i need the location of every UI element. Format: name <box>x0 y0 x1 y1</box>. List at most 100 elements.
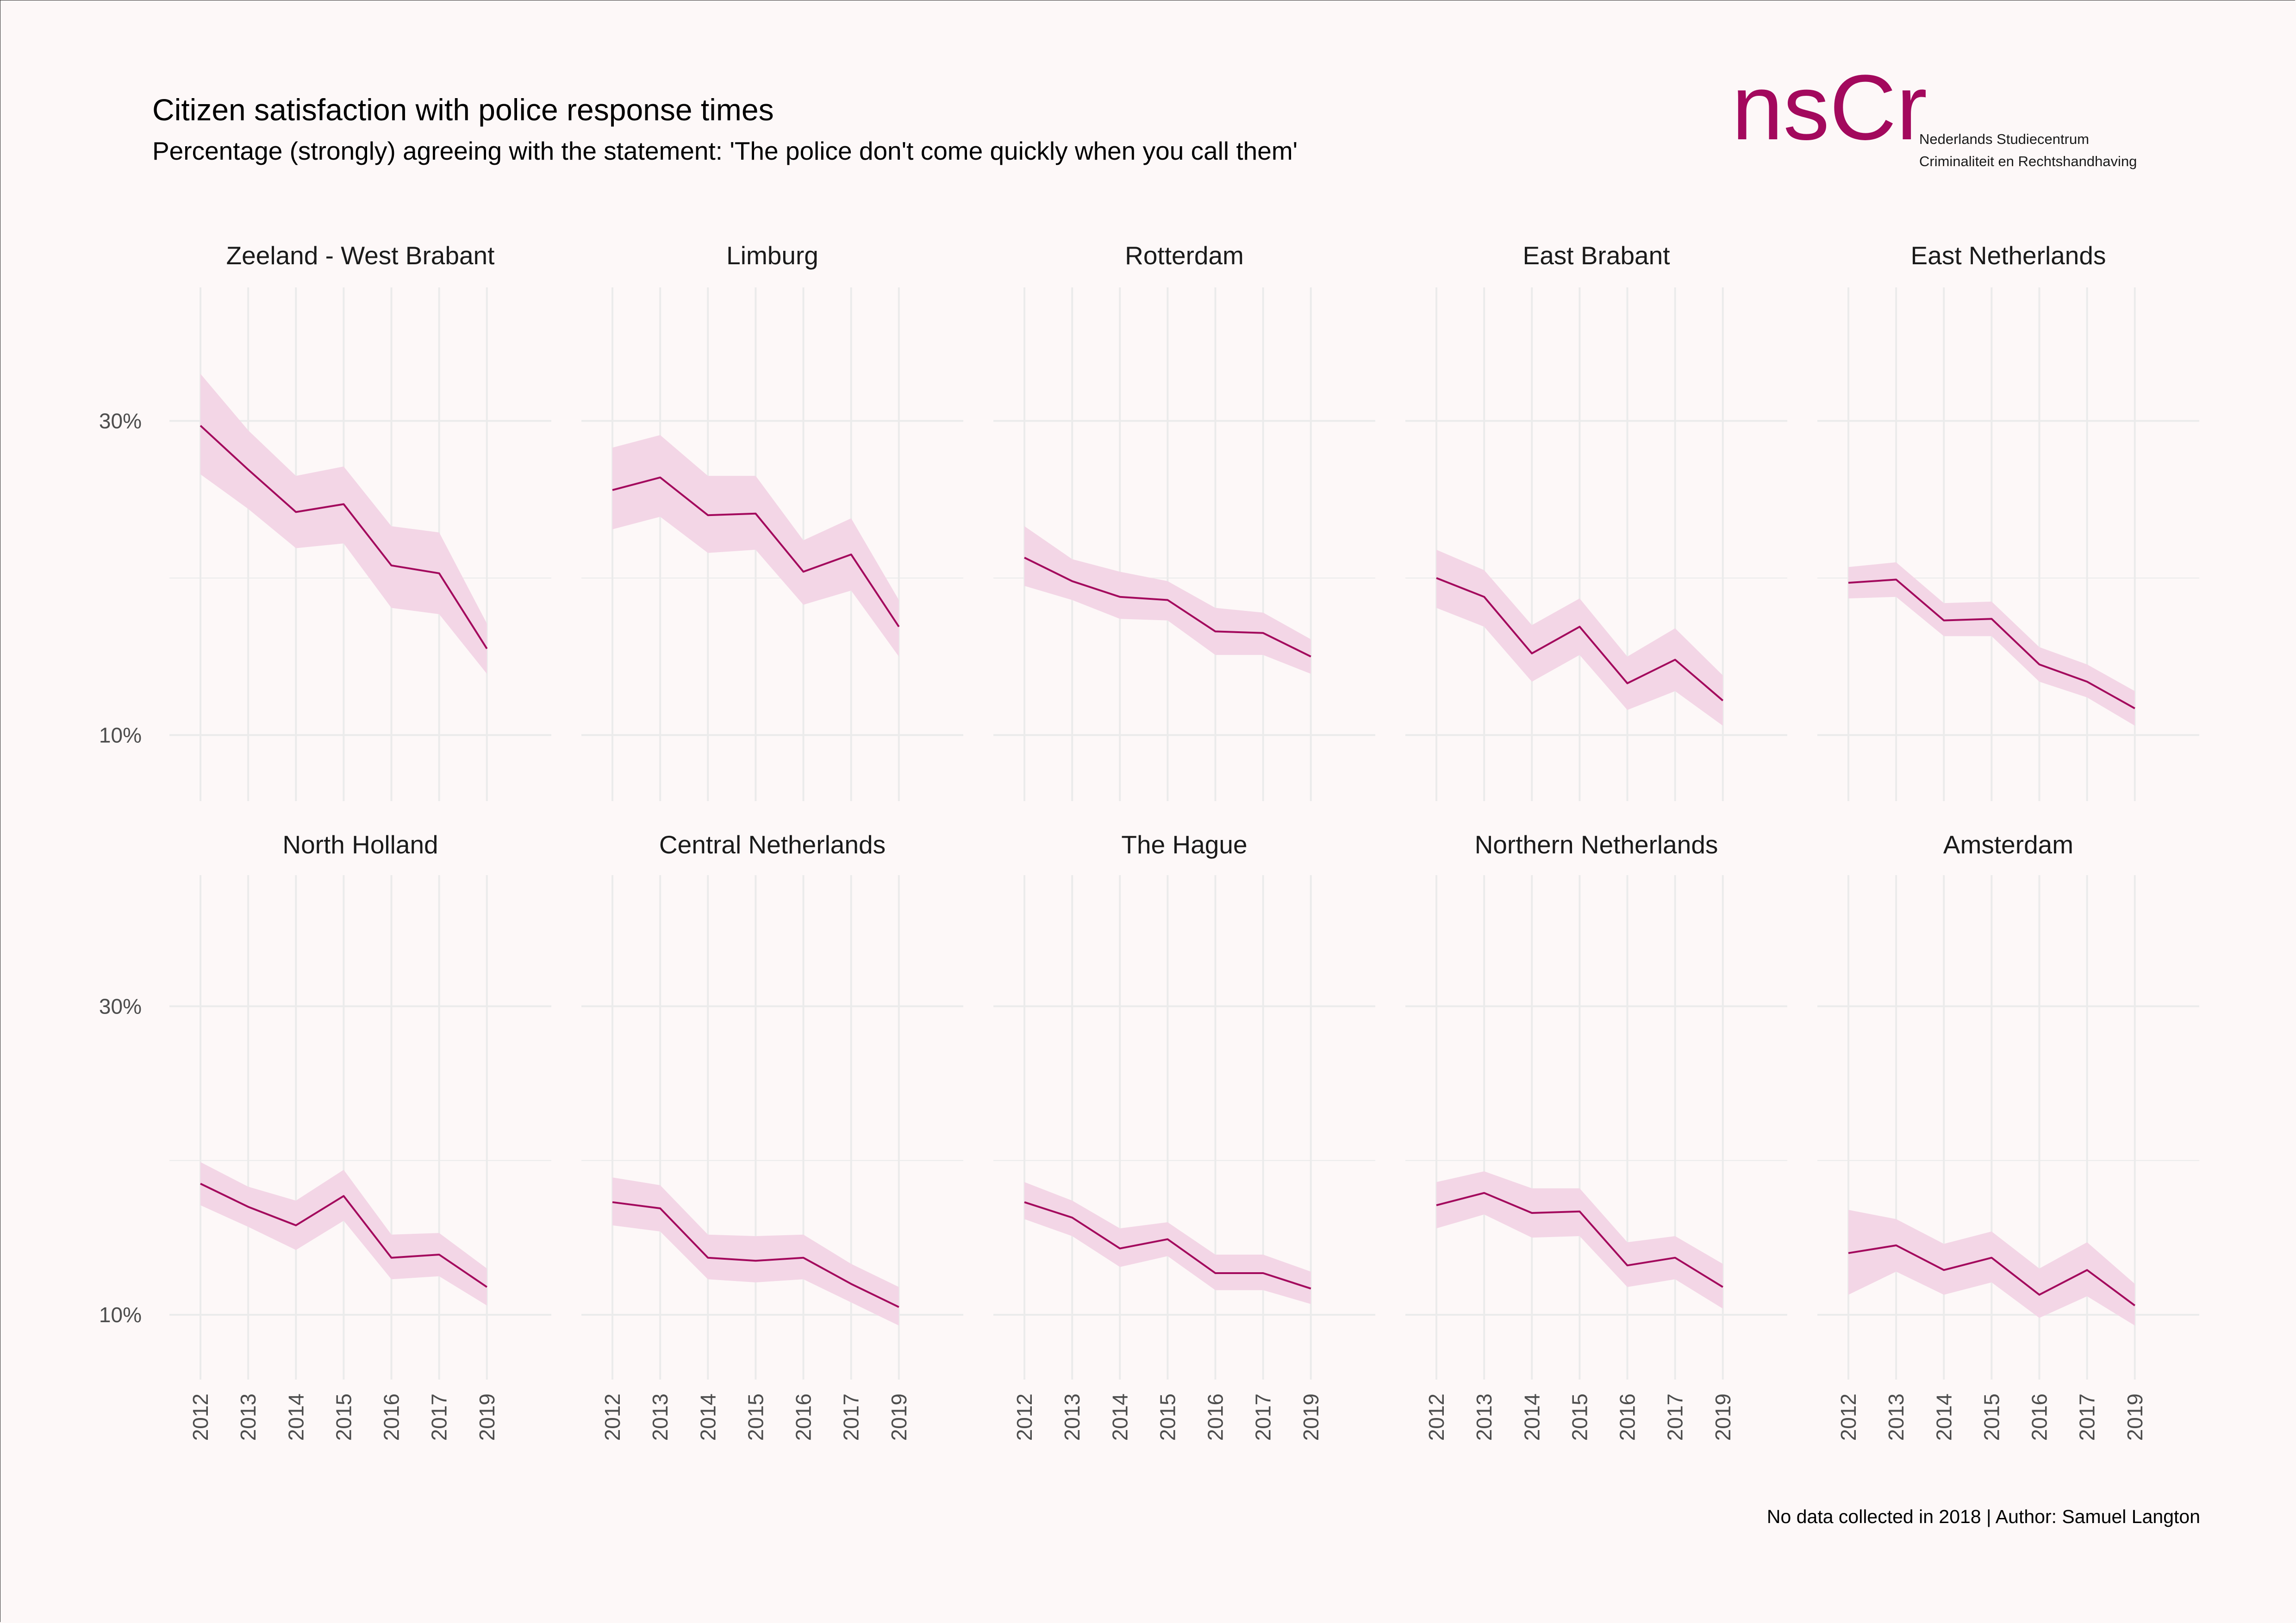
data-point <box>659 1207 661 1210</box>
data-point <box>294 1224 297 1227</box>
series-line <box>1848 578 2135 709</box>
data-point <box>247 1206 250 1208</box>
series-line <box>612 1201 899 1308</box>
series-line <box>1024 557 1311 658</box>
data-point <box>294 510 297 513</box>
data-point <box>2086 1269 2089 1271</box>
data-point <box>706 1256 709 1259</box>
data-point <box>1674 1256 1677 1259</box>
series-line <box>1848 1244 2135 1306</box>
series-line <box>1436 1192 1723 1288</box>
data-point <box>1262 1272 1265 1275</box>
data-point <box>1483 596 1485 598</box>
data-point <box>1310 1287 1312 1290</box>
data-point <box>1942 619 1945 622</box>
panel-title: The Hague <box>1121 830 1247 859</box>
data-point <box>850 1282 853 1285</box>
facet-panel: The Hague 2012 2013 2014 2015 2016 2017 2019 <box>993 830 1375 1441</box>
x-tick-label: 2012 <box>188 1393 212 1441</box>
data-point <box>1626 1264 1629 1267</box>
confidence-ribbon <box>200 1162 487 1306</box>
data-point <box>1435 577 1438 579</box>
facet-panel: Central Netherlands 2012 2013 2014 2015 2016 2… <box>581 830 963 1441</box>
data-point <box>1023 1201 1026 1204</box>
x-tick-label: 2017 <box>1663 1393 1687 1441</box>
panel-title: Rotterdam <box>1125 241 1244 270</box>
x-tick-label: 2016 <box>380 1393 404 1441</box>
data-point <box>1990 617 1993 620</box>
x-tick-label: 2014 <box>1108 1393 1132 1441</box>
chart-subtitle: Percentage (strongly) agreeing with the … <box>152 137 1298 165</box>
data-point <box>1166 599 1169 602</box>
y-tick-label: 10% <box>99 723 142 747</box>
x-tick-label: 2015 <box>1567 1393 1591 1441</box>
facet-panel: North Holland 30% 10% 2012 2013 2014 2015 2016 2… <box>99 830 551 1441</box>
confidence-ribbon <box>612 435 899 657</box>
data-point <box>247 468 250 471</box>
facet-panel: East Brabant <box>1405 241 1787 801</box>
data-point <box>898 625 900 628</box>
confidence-ribbon <box>1848 562 2135 726</box>
data-point <box>1674 658 1677 661</box>
panel-title: Northern Netherlands <box>1475 830 1718 859</box>
data-point <box>1166 1238 1169 1241</box>
confidence-ribbon <box>1848 1210 2135 1326</box>
x-tick-label: 2019 <box>887 1393 911 1441</box>
data-point <box>1214 1272 1217 1275</box>
series-line <box>1024 1201 1311 1290</box>
facet-panels: Zeeland - West Brabant 30% 10% Limburg Rotte… <box>99 241 2199 1441</box>
data-point <box>1071 580 1073 583</box>
panel-title: North Holland <box>282 830 438 859</box>
x-tick-label: 2013 <box>1472 1393 1496 1441</box>
confidence-ribbon <box>200 373 487 674</box>
data-point <box>2038 1293 2041 1296</box>
facet-panel: East Netherlands <box>1817 241 2199 801</box>
data-point <box>1483 1192 1485 1194</box>
x-tick-label: 2013 <box>236 1393 260 1441</box>
x-tick-label: 2012 <box>600 1393 624 1441</box>
data-point <box>199 424 202 427</box>
data-point <box>390 564 393 567</box>
panel-title: Limburg <box>726 241 818 270</box>
nscr-logo: nsCr Nederlands Studiecentrum Criminalit… <box>1732 56 2137 169</box>
data-point <box>754 512 757 515</box>
facet-panel: Rotterdam <box>993 241 1375 801</box>
data-point <box>802 570 805 573</box>
data-point <box>342 1194 345 1197</box>
y-tick-label: 30% <box>99 994 142 1018</box>
data-point <box>1118 596 1121 598</box>
confidence-ribbon <box>612 1177 899 1326</box>
x-tick-label: 2016 <box>792 1393 816 1441</box>
x-tick-label: 2016 <box>1204 1393 1228 1441</box>
x-tick-label: 2019 <box>1711 1393 1735 1441</box>
panel-title: East Netherlands <box>1911 241 2106 270</box>
series-line <box>200 425 488 649</box>
data-point <box>1942 1269 1945 1271</box>
data-point <box>1262 632 1265 634</box>
x-tick-label: 2015 <box>743 1393 767 1441</box>
x-tick-label: 2017 <box>427 1393 451 1441</box>
x-tick-label: 2013 <box>1060 1393 1084 1441</box>
x-tick-label: 2014 <box>1520 1393 1544 1441</box>
series-line <box>612 476 900 628</box>
data-point <box>659 476 661 479</box>
x-tick-label: 2016 <box>1616 1393 1640 1441</box>
data-point <box>754 1259 757 1262</box>
x-tick-label: 2017 <box>1251 1393 1275 1441</box>
data-point <box>1118 1247 1121 1250</box>
facet-panel: Amsterdam 2012 2013 2014 2015 2016 2017 2019 <box>1817 830 2199 1441</box>
series-line <box>1436 577 1724 702</box>
data-point <box>486 1286 488 1288</box>
data-point <box>1722 699 1724 702</box>
x-tick-label: 2015 <box>1979 1393 2003 1441</box>
x-tick-label: 2015 <box>331 1393 356 1441</box>
x-tick-label: 2016 <box>2028 1393 2052 1441</box>
x-tick-label: 2019 <box>2123 1393 2147 1441</box>
data-point <box>1578 1210 1581 1213</box>
data-point <box>199 1182 202 1185</box>
data-point <box>1530 1212 1533 1214</box>
confidence-ribbon <box>1436 1171 1723 1309</box>
